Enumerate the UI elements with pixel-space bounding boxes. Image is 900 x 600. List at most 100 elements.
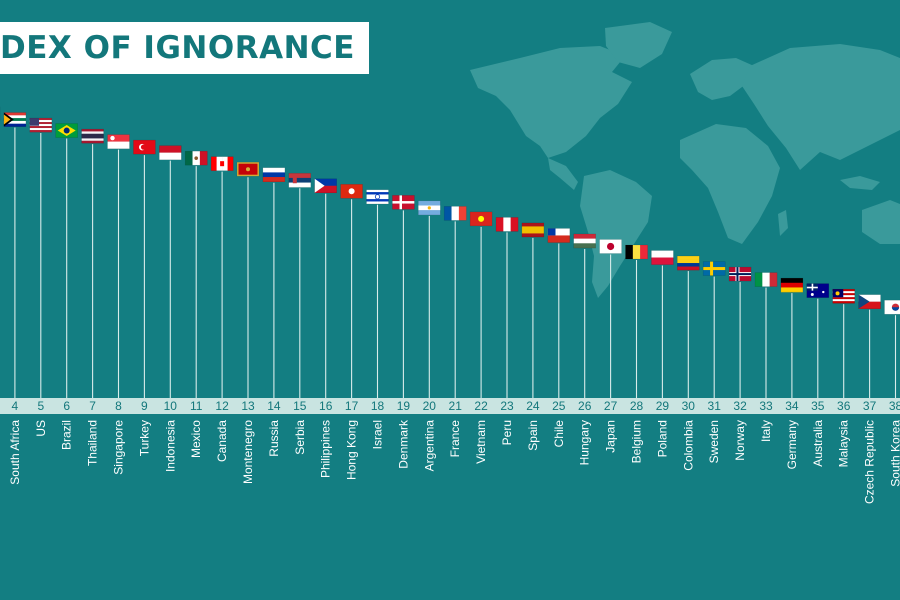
country-label: Colombia: [681, 420, 695, 471]
rank-label: 15: [293, 399, 307, 413]
vietnam-flag-icon: [469, 211, 493, 227]
rank-label: 27: [604, 399, 618, 413]
baseline-band: [0, 398, 900, 414]
rank-label: 36: [837, 399, 851, 413]
rank-label: 12: [215, 399, 229, 413]
rank-label: 21: [449, 399, 463, 413]
rank-label: 31: [708, 399, 722, 413]
rank-label: 26: [578, 399, 592, 413]
rank-label: 7: [89, 399, 96, 413]
rank-label: 6: [63, 399, 70, 413]
country-label: Spain: [526, 420, 540, 451]
country-label: Hong Kong: [345, 420, 359, 480]
country-label: South Africa: [8, 420, 22, 485]
serbia-flag-icon: [288, 172, 312, 188]
rank-label: 5: [37, 399, 44, 413]
czech-republic-flag-icon: [858, 294, 881, 309]
country-label: Chile: [552, 420, 566, 448]
country-label: Peru: [500, 420, 514, 445]
country-label: France: [448, 420, 462, 458]
country-label: Turkey: [137, 420, 151, 456]
israel-flag-icon: [366, 189, 389, 205]
rank-label: 4: [12, 399, 19, 413]
country-label: Brazil: [60, 420, 74, 450]
rank-label: 14: [267, 399, 281, 413]
canada-flag-icon: [210, 156, 234, 171]
spain-flag-icon: [521, 222, 545, 238]
rank-label: 32: [733, 399, 747, 413]
rank-label: 8: [115, 399, 122, 413]
thailand-flag-icon: [81, 128, 104, 144]
argentina-flag-icon: [417, 200, 441, 216]
country-labels-layer: South Africa US Brazil Thailand Singapore Tur…: [8, 419, 900, 504]
brazil-flag-icon: [55, 123, 79, 138]
japan-flag-icon: [599, 239, 622, 254]
turkey-flag-icon: [133, 139, 156, 155]
country-label: Denmark: [396, 419, 410, 469]
italy-flag-icon: [754, 272, 778, 287]
country-label: Belgium: [630, 420, 644, 463]
rank-label: 16: [319, 399, 333, 413]
country-label: Serbia: [293, 420, 307, 455]
rank-label: 30: [682, 399, 696, 413]
rank-label: 28: [630, 399, 644, 413]
rank-label: 29: [656, 399, 670, 413]
country-label: Thailand: [86, 420, 100, 466]
germany-flag-icon: [780, 277, 804, 293]
country-label: Argentina: [422, 420, 436, 472]
country-label: Vietnam: [474, 420, 488, 464]
montenegro-flag-icon: [236, 161, 260, 177]
rank-label: 38: [889, 399, 900, 413]
mexico-flag-icon: [184, 150, 208, 166]
colombia-flag-icon: [676, 255, 700, 271]
country-label: Poland: [655, 420, 669, 457]
rank-label: 23: [500, 399, 514, 413]
sweden-flag-icon: [702, 261, 726, 276]
rank-label: 11: [190, 399, 203, 413]
rank-label: 34: [785, 399, 799, 413]
rank-label: 9: [141, 399, 148, 413]
norway-flag-icon: [728, 266, 752, 282]
belgium-flag-icon: [625, 244, 648, 260]
rank-label: 20: [423, 399, 437, 413]
rank-label: 37: [863, 399, 877, 413]
singapore-flag-icon: [107, 134, 130, 149]
country-label: Russia: [267, 420, 281, 457]
country-label: Hungary: [578, 420, 592, 465]
country-label: Czech Republic: [863, 420, 877, 504]
country-label: South Korea: [889, 420, 900, 487]
country-label: Germany: [785, 420, 799, 469]
chart-title: DEX OF IGNORANCE: [0, 30, 355, 66]
russia-flag-icon: [262, 167, 286, 183]
country-label: US: [34, 420, 48, 437]
country-label: Malaysia: [837, 420, 851, 468]
country-label: Philippines: [319, 420, 333, 478]
usa-flag-icon: [29, 117, 53, 133]
flags-layer: [0, 106, 900, 315]
rank-label: 33: [759, 399, 773, 413]
poland-flag-icon: [651, 250, 674, 265]
title-banner: DEX OF IGNORANCE: [0, 22, 369, 74]
rank-labels-layer: 4 5 6 7 8 9 10 11 12 13 14 15 16 17 18 19 20 21 22 23 24 25 26…: [12, 399, 900, 413]
peru-flag-icon: [495, 217, 519, 232]
country-label: Japan: [604, 420, 618, 453]
indonesia-flag-icon: [159, 145, 182, 160]
south-korea-flag-icon: [884, 299, 900, 315]
rank-label: 17: [345, 399, 359, 413]
rank-label: 22: [474, 399, 488, 413]
country-label: Singapore: [112, 420, 126, 475]
france-flag-icon: [443, 206, 467, 221]
rank-label: 19: [397, 399, 411, 413]
rank-label: 18: [371, 399, 385, 413]
rank-label: 24: [526, 399, 540, 413]
rank-label: 35: [811, 399, 825, 413]
rank-label: 25: [552, 399, 566, 413]
philippines-flag-icon: [314, 178, 338, 194]
country-label: Montenegro: [241, 420, 255, 484]
rank-label: 10: [164, 399, 178, 413]
malaysia-flag-icon: [832, 288, 856, 304]
country-label: Israel: [371, 420, 385, 449]
rank-label: 13: [241, 399, 255, 413]
country-label: Italy: [759, 420, 773, 442]
